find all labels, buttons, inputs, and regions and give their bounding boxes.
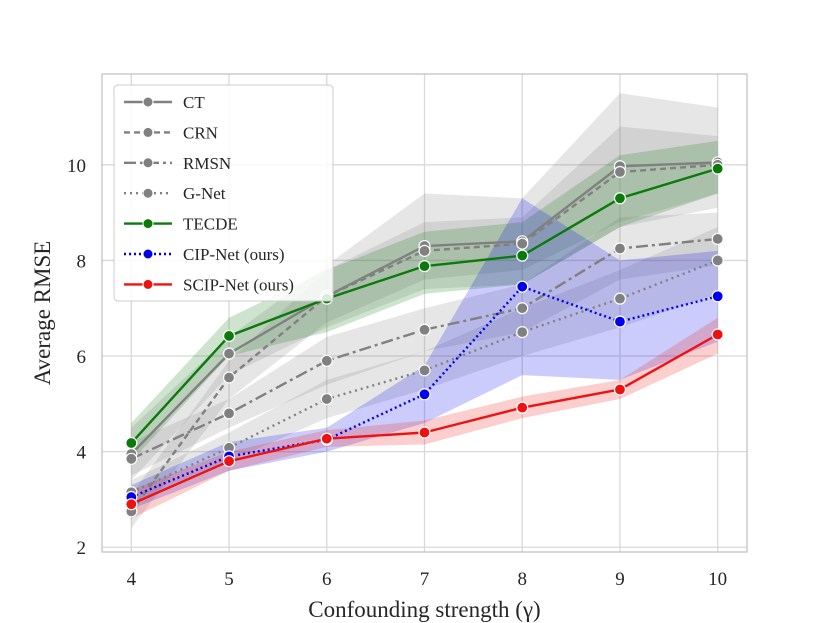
data-point	[418, 364, 431, 377]
x-tick-label: 6	[322, 569, 332, 590]
legend-marker	[142, 218, 154, 230]
data-point	[711, 328, 724, 341]
data-point	[613, 315, 627, 328]
legend-label: G-Net	[183, 184, 226, 203]
y-tick-label: 6	[77, 347, 87, 368]
data-point	[222, 455, 236, 468]
legend-label: CT	[183, 93, 205, 112]
legend-marker	[142, 278, 154, 290]
legend-marker	[142, 96, 154, 108]
data-point	[613, 165, 627, 179]
data-point	[516, 280, 529, 293]
tick-labels: 4 5 6 7 8 9 10 2 4 6 8 10	[67, 156, 727, 590]
data-point	[516, 401, 529, 414]
legend-box	[113, 84, 334, 302]
data-point	[516, 326, 529, 339]
legend-label: RMSN	[183, 154, 231, 173]
data-point	[516, 302, 529, 315]
y-tick-label: 8	[77, 251, 87, 272]
confidence-band	[131, 198, 718, 509]
legend-label: SCIP-Net (ours)	[183, 275, 294, 294]
data-point	[418, 388, 431, 401]
legend-label: CRN	[183, 123, 218, 142]
data-point	[125, 498, 138, 511]
data-point	[418, 260, 431, 273]
legend: CT CRN RMSN G-Net TECDE CIP-Net (ours) SCIP-Ne…	[113, 84, 334, 302]
data-point	[418, 323, 431, 336]
data-point	[418, 244, 431, 257]
x-axis-label: Confounding strength (γ)	[308, 597, 540, 622]
legend-label: TECDE	[183, 215, 238, 234]
data-point	[613, 292, 627, 305]
legend-marker	[142, 187, 154, 199]
data-point	[222, 347, 236, 360]
data-point	[222, 407, 236, 420]
data-point	[613, 192, 627, 205]
x-tick-label: 10	[708, 569, 727, 590]
plot-frame	[101, 73, 748, 553]
data-point	[320, 354, 333, 367]
x-tick-label: 7	[420, 569, 430, 590]
x-tick-label: 5	[224, 569, 234, 590]
data-point	[711, 232, 724, 246]
data-point	[711, 290, 724, 303]
legend-marker	[142, 157, 154, 169]
legend-marker	[142, 126, 154, 138]
x-tick-label: 8	[517, 569, 527, 590]
data-point	[418, 426, 431, 439]
data-point	[222, 371, 236, 384]
data-point	[613, 242, 627, 255]
y-tick-label: 2	[77, 538, 87, 559]
y-tick-label: 4	[77, 443, 87, 464]
data-point	[516, 249, 529, 262]
data-point	[613, 383, 627, 396]
series-points	[125, 156, 724, 518]
data-point	[711, 254, 724, 267]
data-point	[711, 162, 724, 175]
data-point	[320, 432, 333, 445]
confidence-band	[131, 140, 718, 462]
x-tick-label: 9	[615, 569, 625, 590]
data-point	[222, 329, 236, 343]
data-point	[516, 237, 529, 250]
x-tick-label: 4	[127, 569, 137, 590]
legend-label: CIP-Net (ours)	[183, 245, 285, 264]
confidence-band	[131, 93, 718, 481]
y-tick-label: 10	[67, 156, 86, 177]
legend-marker	[142, 248, 154, 260]
data-point	[125, 436, 138, 450]
data-point	[125, 452, 138, 465]
y-axis-label: Average RMSE	[30, 241, 55, 386]
data-point	[320, 392, 333, 406]
